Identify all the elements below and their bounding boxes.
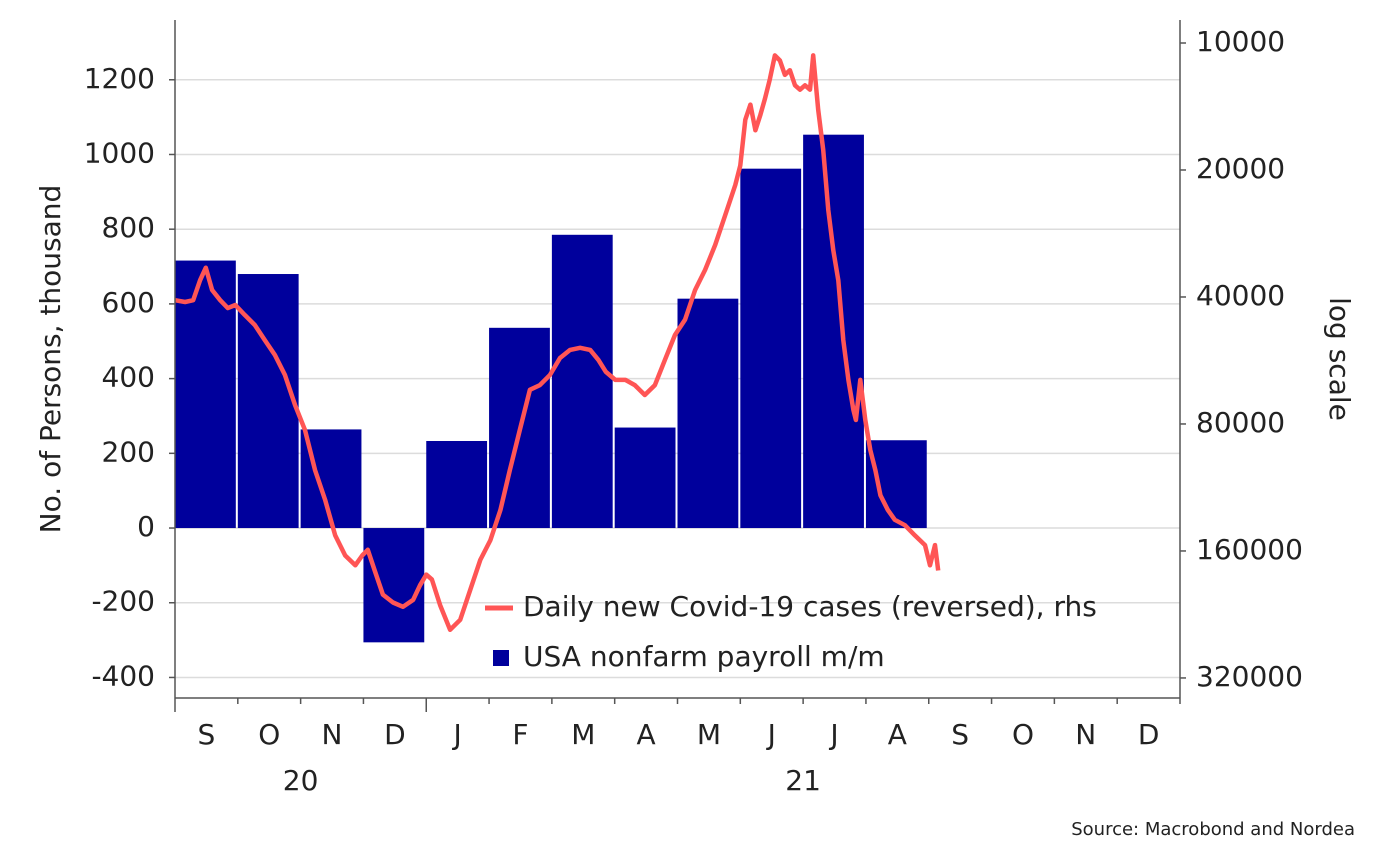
bar	[677, 298, 739, 529]
x-tick-label: N	[322, 718, 343, 751]
y2-tick-label: 40000	[1196, 279, 1285, 312]
y-tick-label: -400	[91, 659, 155, 692]
y2-tick-label: 160000	[1196, 533, 1303, 566]
x-group-label: 20	[283, 764, 319, 797]
y2-tick-label: 10000	[1196, 25, 1285, 58]
legend-label: USA nonfarm payroll m/m	[523, 640, 885, 673]
x-tick-label: O	[258, 718, 280, 751]
bar	[237, 274, 299, 529]
x-tick-label: O	[1012, 718, 1034, 751]
x-tick-label: A	[888, 718, 907, 751]
y-tick-label: 400	[102, 361, 155, 394]
y-tick-label: 800	[102, 211, 155, 244]
y-tick-label: -200	[91, 585, 155, 618]
source: Source: Macrobond and Nordea	[1071, 819, 1355, 840]
x-tick-label: S	[198, 718, 216, 751]
x-tick-label: S	[951, 718, 969, 751]
y-tick-label: 600	[102, 286, 155, 319]
x-tick-label: J	[766, 718, 776, 751]
y-tick-label: 1000	[84, 136, 155, 169]
x-tick-label: F	[512, 718, 528, 751]
legend-label: Daily new Covid-19 cases (reversed), rhs	[523, 590, 1097, 623]
y-axis-label: No. of Persons, thousand	[34, 185, 67, 534]
bar	[740, 168, 802, 529]
x-tick-label: M	[571, 718, 595, 751]
bar	[614, 427, 676, 529]
x-tick-label: M	[697, 718, 721, 751]
line	[174, 53, 941, 633]
bar	[803, 134, 864, 529]
bar	[551, 234, 613, 529]
y2-tick-label: 20000	[1196, 152, 1285, 185]
y-tick-label: 200	[102, 435, 155, 468]
y-tick-label: 1200	[84, 62, 155, 95]
x-tick-label: J	[452, 718, 462, 751]
bar	[363, 528, 425, 643]
x-tick-label: D	[1138, 718, 1160, 751]
legend-swatch	[493, 650, 509, 666]
x-group-label: 21	[785, 764, 821, 797]
y2-tick-label: 80000	[1196, 406, 1285, 439]
x-tick-label: A	[637, 718, 656, 751]
x-tick-label: D	[384, 718, 406, 751]
bar	[426, 440, 488, 529]
x-tick-label: J	[828, 718, 838, 751]
y2-axis-label: log scale	[1323, 297, 1356, 421]
y-tick-label: 0	[137, 510, 155, 543]
x-tick-label: N	[1075, 718, 1096, 751]
y2-tick-label: 320000	[1196, 660, 1303, 693]
bar	[865, 440, 927, 529]
